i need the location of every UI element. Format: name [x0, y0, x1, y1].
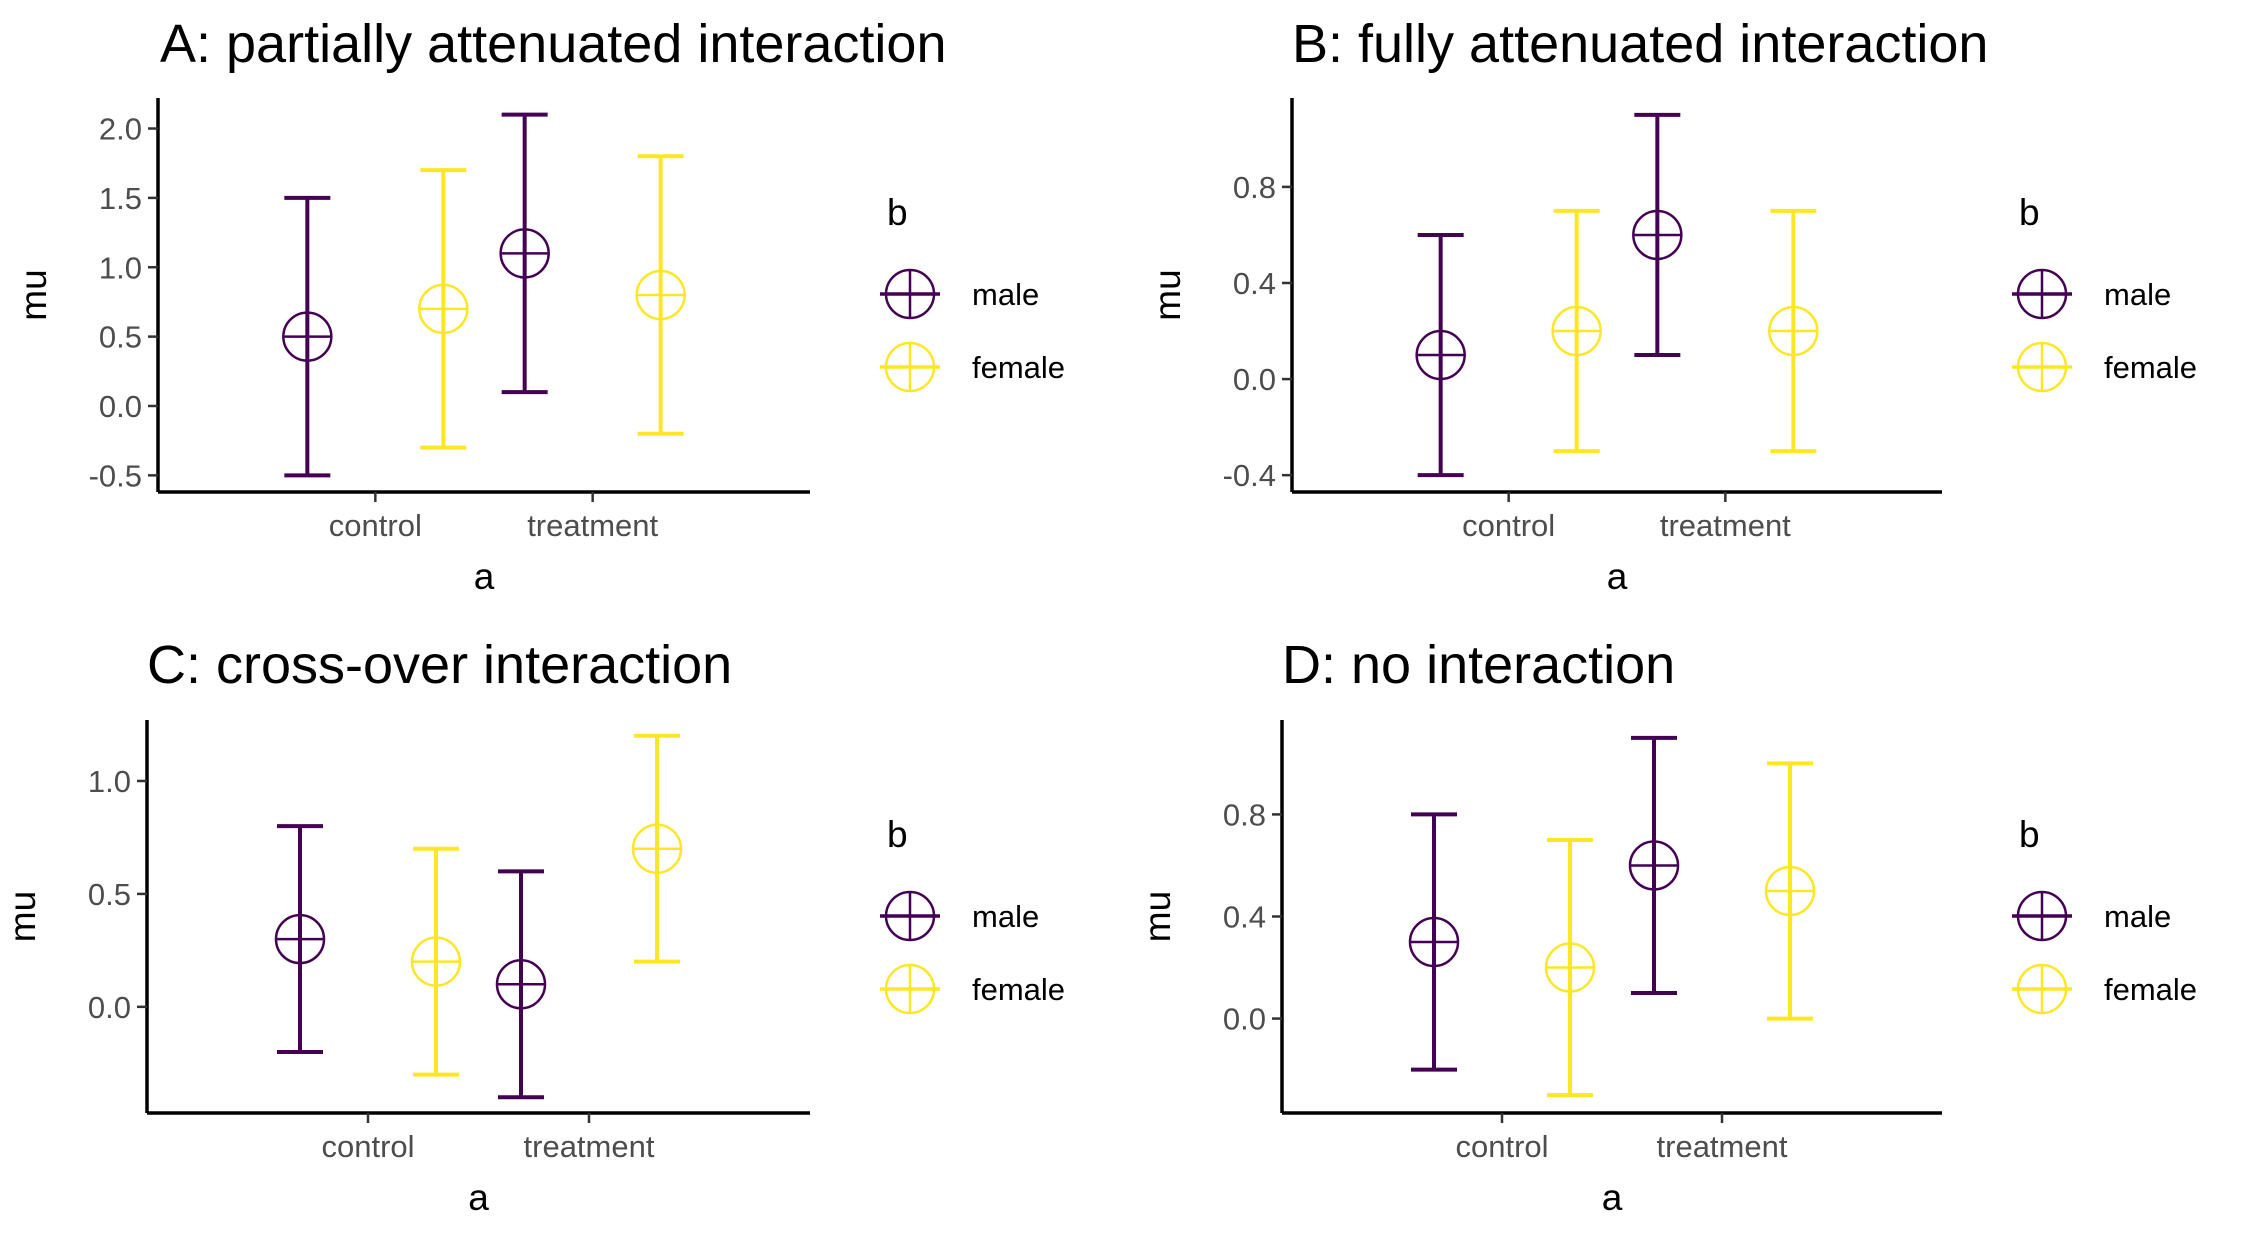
legend-label-male: male — [972, 899, 1039, 934]
legend-label-female: female — [2104, 350, 2197, 385]
legend-title: b — [887, 192, 908, 233]
legend-label-male: male — [2104, 277, 2171, 312]
y-axis-title: mu — [1137, 891, 1178, 942]
panel-title: A: partially attenuated interaction — [160, 14, 946, 74]
y-tick-label: 0.0 — [99, 389, 142, 424]
x-tick-label: treatment — [527, 508, 658, 543]
x-tick-label: treatment — [1660, 508, 1791, 543]
y-tick-label: 0.5 — [88, 877, 131, 912]
y-tick-label: 0.5 — [99, 320, 142, 355]
legend-label-male: male — [2104, 899, 2171, 934]
x-axis-title: a — [474, 556, 495, 597]
x-tick-label: control — [321, 1129, 414, 1164]
legend-label-female: female — [972, 972, 1065, 1007]
y-tick-label: 0.0 — [1233, 362, 1276, 397]
legend: b male female — [880, 814, 1065, 1015]
y-tick-label: 0.4 — [1223, 900, 1266, 935]
x-tick-label: control — [329, 508, 422, 543]
panel-title: B: fully attenuated interaction — [1292, 14, 1988, 74]
panel-b: B: fully attenuated interaction -0.4 0.0 0.… — [1147, 14, 2197, 597]
x-tick-label: control — [1462, 508, 1555, 543]
y-tick-label: 0.0 — [1223, 1002, 1266, 1037]
y-tick-label: 1.0 — [88, 764, 131, 799]
legend-label-male: male — [972, 277, 1039, 312]
legend-title: b — [2019, 192, 2040, 233]
x-tick-label: treatment — [1657, 1129, 1788, 1164]
x-axis-title: a — [1607, 556, 1628, 597]
y-tick-label: -0.4 — [1223, 458, 1276, 493]
x-axis-title: a — [1602, 1177, 1623, 1218]
legend-title: b — [2019, 814, 2040, 855]
panel-d: D: no interaction 0.0 0.4 0.8 control treatme… — [1137, 635, 2197, 1218]
y-tick-label: 1.5 — [99, 181, 142, 216]
panel-title: D: no interaction — [1282, 635, 1675, 695]
y-tick-label: -0.5 — [89, 458, 142, 493]
legend-label-female: female — [2104, 972, 2197, 1007]
panel-c: C: cross-over interaction 0.0 0.5 1.0 contro… — [2, 635, 1065, 1218]
legend-title: b — [887, 814, 908, 855]
legend: b male female — [880, 192, 1065, 393]
x-tick-label: control — [1455, 1129, 1548, 1164]
x-tick-label: treatment — [524, 1129, 655, 1164]
y-tick-label: 2.0 — [99, 112, 142, 147]
legend: b male female — [2012, 814, 2197, 1015]
panel-title: C: cross-over interaction — [147, 635, 732, 695]
y-axis-title: mu — [13, 269, 54, 320]
panel-a: A: partially attenuated interaction -0.5 0… — [13, 14, 1065, 597]
y-tick-label: 1.0 — [99, 250, 142, 285]
y-tick-label: 0.8 — [1233, 170, 1276, 205]
y-tick-label: 0.8 — [1223, 797, 1266, 832]
y-axis-title: mu — [1147, 269, 1188, 320]
y-tick-label: 0.0 — [88, 990, 131, 1025]
x-axis-title: a — [468, 1177, 489, 1218]
legend-label-female: female — [972, 350, 1065, 385]
y-tick-label: 0.4 — [1233, 266, 1276, 301]
legend: b male female — [2012, 192, 2197, 393]
y-axis-title: mu — [2, 891, 43, 942]
